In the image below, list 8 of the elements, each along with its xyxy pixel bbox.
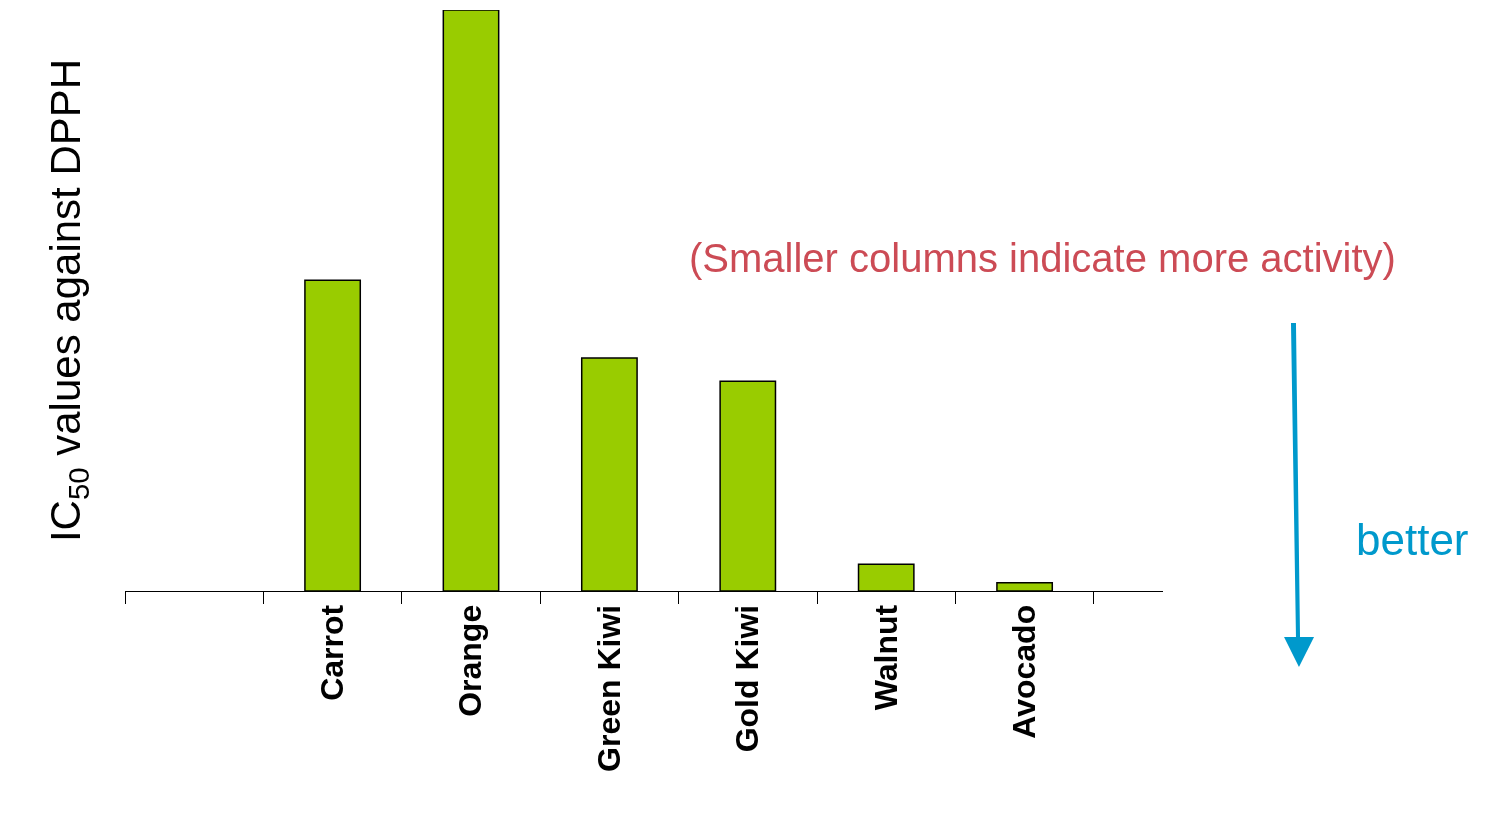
x-tick-label: Carrot [314, 604, 350, 701]
x-tick-label: Walnut [867, 604, 904, 711]
annotation: (Smaller columns indicate more activity) [689, 236, 1396, 280]
x-tick-label: Green Kiwi [590, 604, 627, 772]
text: better [1356, 515, 1469, 564]
x-tick-label: Avocado [1006, 604, 1042, 739]
x-tick-label: Gold Kiwi [729, 604, 766, 753]
x-tick-label: Orange [452, 604, 489, 717]
